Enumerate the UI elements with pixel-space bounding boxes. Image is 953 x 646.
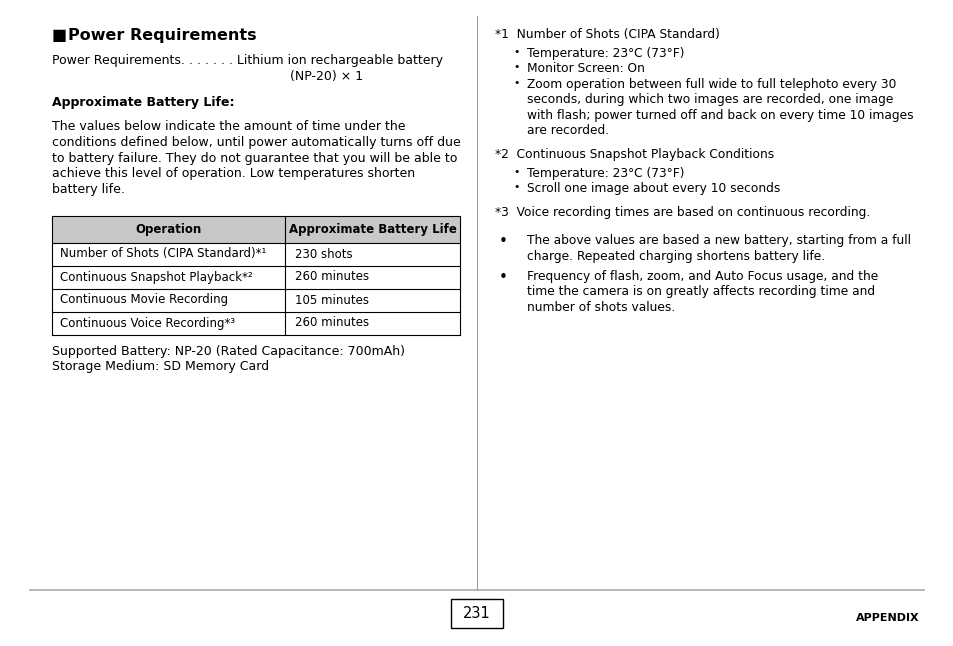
- Text: charge. Repeated charging shortens battery life.: charge. Repeated charging shortens batte…: [526, 249, 824, 263]
- Text: Power Requirements. . . . . . . Lithium ion rechargeable battery: Power Requirements. . . . . . . Lithium …: [52, 54, 442, 67]
- Text: Frequency of flash, zoom, and Auto Focus usage, and the: Frequency of flash, zoom, and Auto Focus…: [526, 270, 878, 283]
- Text: 260 minutes: 260 minutes: [294, 271, 369, 284]
- Text: 105 minutes: 105 minutes: [294, 293, 369, 306]
- Text: achieve this level of operation. Low temperatures shorten: achieve this level of operation. Low tem…: [52, 167, 415, 180]
- Text: Zoom operation between full wide to full telephoto every 30: Zoom operation between full wide to full…: [526, 78, 896, 90]
- Text: to battery failure. They do not guarantee that you will be able to: to battery failure. They do not guarante…: [52, 152, 456, 165]
- Text: with flash; power turned off and back on every time 10 images: with flash; power turned off and back on…: [526, 109, 913, 121]
- Text: *2  Continuous Snapshot Playback Conditions: *2 Continuous Snapshot Playback Conditio…: [495, 148, 774, 161]
- Text: battery life.: battery life.: [52, 183, 125, 196]
- Text: •: •: [513, 78, 518, 88]
- Text: Storage Medium: SD Memory Card: Storage Medium: SD Memory Card: [52, 360, 269, 373]
- Text: Scroll one image about every 10 seconds: Scroll one image about every 10 seconds: [526, 182, 780, 195]
- Text: Power Requirements: Power Requirements: [68, 28, 256, 43]
- Text: •: •: [513, 182, 518, 193]
- Text: *3  Voice recording times are based on continuous recording.: *3 Voice recording times are based on co…: [495, 206, 869, 219]
- Text: •: •: [513, 62, 518, 72]
- Text: 231: 231: [462, 605, 491, 621]
- Text: •: •: [498, 234, 507, 249]
- Text: Continuous Snapshot Playback*²: Continuous Snapshot Playback*²: [60, 271, 253, 284]
- Text: seconds, during which two images are recorded, one image: seconds, during which two images are rec…: [526, 93, 892, 106]
- Text: The values below indicate the amount of time under the: The values below indicate the amount of …: [52, 120, 405, 133]
- Text: *1  Number of Shots (CIPA Standard): *1 Number of Shots (CIPA Standard): [495, 28, 720, 41]
- Text: Monitor Screen: On: Monitor Screen: On: [526, 62, 644, 75]
- Text: 260 minutes: 260 minutes: [294, 317, 369, 329]
- Text: •: •: [513, 47, 518, 57]
- Text: APPENDIX: APPENDIX: [856, 613, 919, 623]
- Text: •: •: [513, 167, 518, 177]
- Text: Approximate Battery Life: Approximate Battery Life: [288, 223, 456, 236]
- Text: Approximate Battery Life:: Approximate Battery Life:: [52, 96, 234, 109]
- Text: •: •: [498, 270, 507, 285]
- Text: Temperature: 23°C (73°F): Temperature: 23°C (73°F): [526, 47, 684, 59]
- Text: Continuous Voice Recording*³: Continuous Voice Recording*³: [60, 317, 234, 329]
- Text: conditions defined below, until power automatically turns off due: conditions defined below, until power au…: [52, 136, 460, 149]
- Text: ■: ■: [52, 28, 67, 43]
- Text: are recorded.: are recorded.: [526, 124, 608, 137]
- Text: Number of Shots (CIPA Standard)*¹: Number of Shots (CIPA Standard)*¹: [60, 247, 266, 260]
- Text: Continuous Movie Recording: Continuous Movie Recording: [60, 293, 228, 306]
- Bar: [52, 216, 459, 242]
- Text: time the camera is on greatly affects recording time and: time the camera is on greatly affects re…: [526, 286, 874, 298]
- Text: 230 shots: 230 shots: [294, 247, 353, 260]
- Text: Supported Battery: NP-20 (Rated Capacitance: 700mAh): Supported Battery: NP-20 (Rated Capacita…: [52, 344, 405, 357]
- Text: (NP-20) × 1: (NP-20) × 1: [290, 70, 363, 83]
- Text: Temperature: 23°C (73°F): Temperature: 23°C (73°F): [526, 167, 684, 180]
- Text: Operation: Operation: [135, 223, 201, 236]
- Text: The above values are based a new battery, starting from a full: The above values are based a new battery…: [526, 234, 910, 247]
- Text: number of shots values.: number of shots values.: [526, 301, 675, 314]
- Bar: [451, 598, 502, 627]
